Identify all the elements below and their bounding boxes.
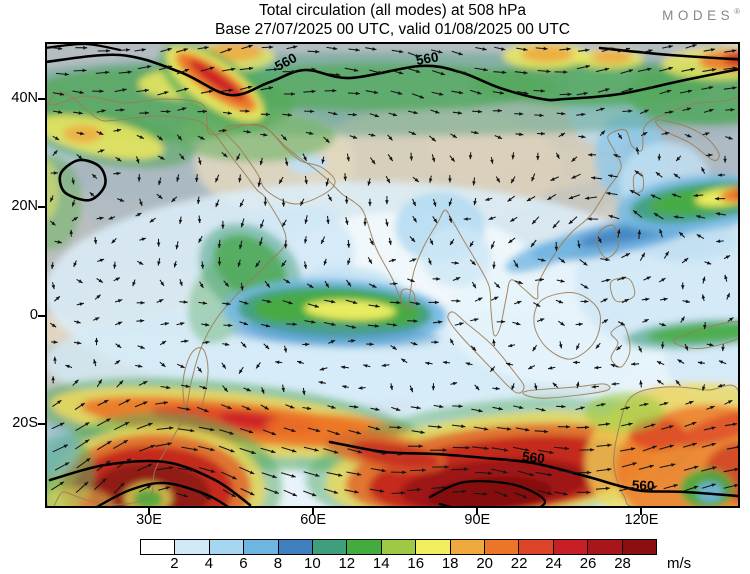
x-axis-tick-mark <box>640 508 643 515</box>
chart-subtitle: Base 27/07/2025 00 UTC, valid 01/08/2025… <box>214 20 570 38</box>
colorbar-cell <box>553 540 589 554</box>
colorbar-cell <box>622 540 657 554</box>
colorbar-cell <box>141 540 176 554</box>
map-canvas: 560 560 560 560 <box>45 42 740 508</box>
colorbar-tick-label: 6 <box>239 555 248 572</box>
colorbar-cell <box>313 540 348 554</box>
colorbar-cell <box>381 540 417 554</box>
x-axis-tick-mark <box>476 508 479 515</box>
colorbar-cell <box>416 540 451 554</box>
modes-logo-text: MODES <box>662 8 735 23</box>
colorbar-tick-label: 12 <box>338 555 356 572</box>
colorbar-tick-label: 16 <box>407 555 425 572</box>
colorbar-cell <box>485 540 520 554</box>
colorbar-tick-label: 14 <box>372 555 390 572</box>
y-axis-tick-label: 20S <box>12 415 38 431</box>
colorbar-tick-label: 28 <box>614 555 631 572</box>
colorbar-cell <box>278 540 314 554</box>
x-axis-tick-mark <box>147 508 150 515</box>
colorbar-tick-label: 2 <box>170 555 179 572</box>
colorbar-tick-label: 20 <box>476 555 493 572</box>
wind-speed-shading <box>45 42 740 508</box>
title-block: Total circulation (all modes) at 508 hPa… <box>45 2 740 39</box>
colorbar-tick-label: 10 <box>303 555 321 572</box>
x-axis-tick-label: 60E <box>300 512 327 528</box>
colorbar-tick-label: 18 <box>441 555 459 572</box>
colorbar-cell <box>519 540 554 554</box>
x-axis-tick-label: 30E <box>136 512 162 528</box>
colorbar-cell <box>244 540 279 554</box>
colorbar-cell <box>347 540 382 554</box>
y-axis-tick-mark <box>38 97 45 100</box>
colorbar-cell <box>175 540 210 554</box>
colorbar-tick-label: 22 <box>510 555 528 572</box>
x-axis-tick-label: 120E <box>624 512 659 528</box>
y-axis-tick-mark <box>38 206 45 209</box>
colorbar-tick-label: 26 <box>579 555 597 572</box>
colorbar-cell <box>450 540 486 554</box>
colorbar-tick-label: 4 <box>204 555 214 572</box>
y-axis-tick-label: 0 <box>29 306 38 323</box>
y-axis-tick-label: 40N <box>11 89 38 106</box>
wind-arrows <box>49 44 740 501</box>
colorbar-cell <box>588 540 623 554</box>
y-axis-tick-mark <box>38 423 45 425</box>
colorbar <box>140 539 657 555</box>
x-axis-tick-mark <box>312 508 315 515</box>
contour-label-560: 560 <box>415 49 440 68</box>
contour-label-560: 560 <box>521 449 545 466</box>
modes-logo: MODES® <box>662 7 740 23</box>
x-axis-tick-label: 90E <box>464 512 491 528</box>
geopotential-contours <box>45 42 740 508</box>
colorbar-unit: m/s <box>667 555 692 572</box>
colorbar-tick-label: 24 <box>545 555 562 572</box>
y-axis-tick-label: 20N <box>11 198 38 215</box>
contour-label-560: 560 <box>632 478 655 494</box>
registered-mark: ® <box>734 7 740 16</box>
y-axis-tick-mark <box>38 314 45 317</box>
colorbar-tick-label: 8 <box>273 555 283 572</box>
chart-title: Total circulation (all modes) at 508 hPa <box>258 2 527 19</box>
colorbar-cell <box>209 540 245 554</box>
